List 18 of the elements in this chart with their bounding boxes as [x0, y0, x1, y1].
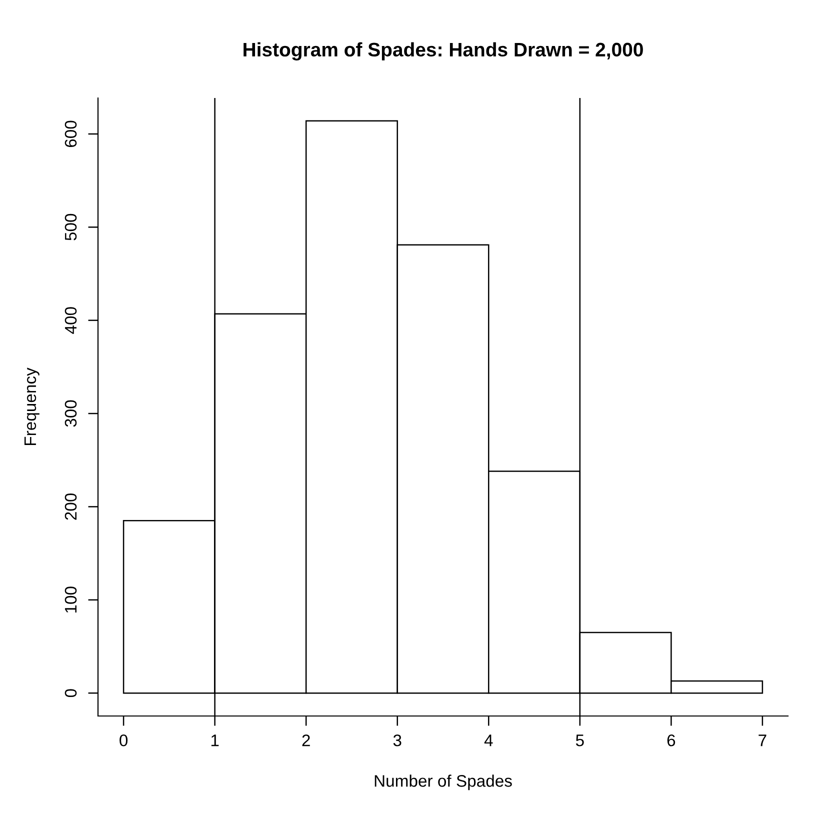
- chart-title: Histogram of Spades: Hands Drawn = 2,000: [244, 42, 643, 60]
- x-tick-label: 3: [393, 734, 402, 746]
- y-tick-label: 0: [64, 689, 77, 698]
- x-tick-label: 4: [484, 734, 493, 746]
- x-tick-label: 6: [667, 734, 676, 746]
- y-tick-label: 400: [64, 307, 77, 334]
- x-tick-label: 5: [576, 734, 584, 746]
- x-axis-title: Number of Spades: [374, 774, 512, 790]
- x-tick-label: 7: [758, 734, 766, 746]
- x-tick-label: 1: [211, 734, 219, 746]
- y-tick-label: 500: [64, 214, 77, 240]
- y-tick-label: 200: [64, 493, 77, 520]
- y-tick-label: 100: [64, 586, 77, 613]
- x-tick-label: 2: [302, 734, 310, 746]
- y-axis-title: Frequency: [24, 368, 40, 445]
- x-tick-label: 0: [120, 734, 128, 746]
- y-tick-label: 300: [64, 400, 77, 427]
- y-tick-label: 600: [64, 120, 77, 148]
